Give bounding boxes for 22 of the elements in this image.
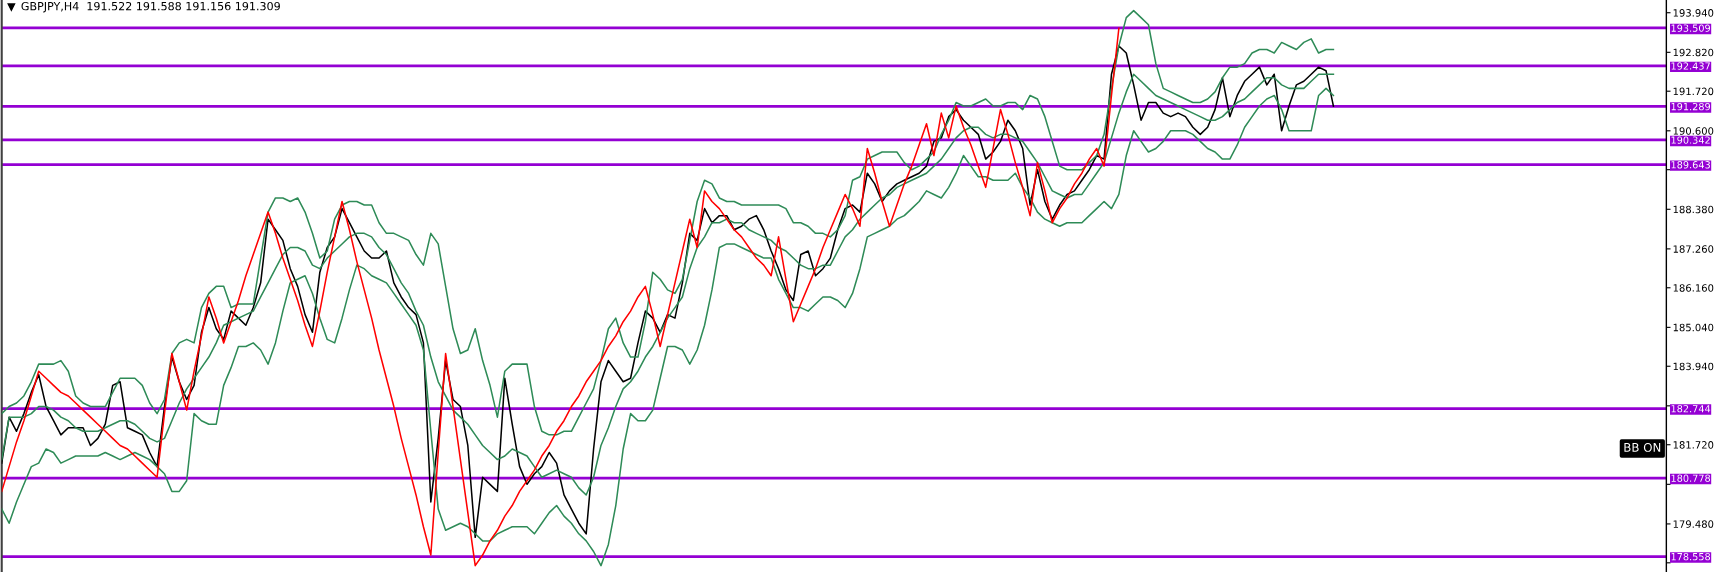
y-tick-label: 181.720 <box>1673 441 1714 449</box>
y-tick-label: 185.040 <box>1673 323 1714 332</box>
ref-line-label: 180.778 <box>1671 474 1711 482</box>
ref-line-label: 191.289 <box>1671 102 1711 111</box>
y-tick-label: 193.940 <box>1673 9 1714 17</box>
ref-line-label: 189.643 <box>1671 161 1710 169</box>
y-tick-label: 187.260 <box>1673 245 1714 253</box>
chart-title: GBPJPY,H4 191.522 191.588 191.156 191.309 <box>21 1 280 13</box>
y-tick-label: 191.720 <box>1673 87 1714 96</box>
ref-line-label: 182.744 <box>1671 405 1711 413</box>
y-tick-label: 183.940 <box>1673 362 1714 371</box>
y-tick-label: 179.480 <box>1673 520 1714 528</box>
y-tick-label: 186.160 <box>1673 284 1714 292</box>
y-tick-label: 188.380 <box>1673 205 1714 214</box>
y-tick-label: 192.820 <box>1673 48 1714 57</box>
line-series <box>1 27 1120 567</box>
ref-line-label: 190.342 <box>1671 136 1710 144</box>
ref-line-label: 192.437 <box>1671 62 1710 70</box>
ref-line-label: 178.558 <box>1671 552 1711 561</box>
annotation: BB ON <box>1624 442 1661 452</box>
ref-line-label: 193.509 <box>1671 24 1711 32</box>
y-tick-label: 190.600 <box>1673 127 1714 135</box>
